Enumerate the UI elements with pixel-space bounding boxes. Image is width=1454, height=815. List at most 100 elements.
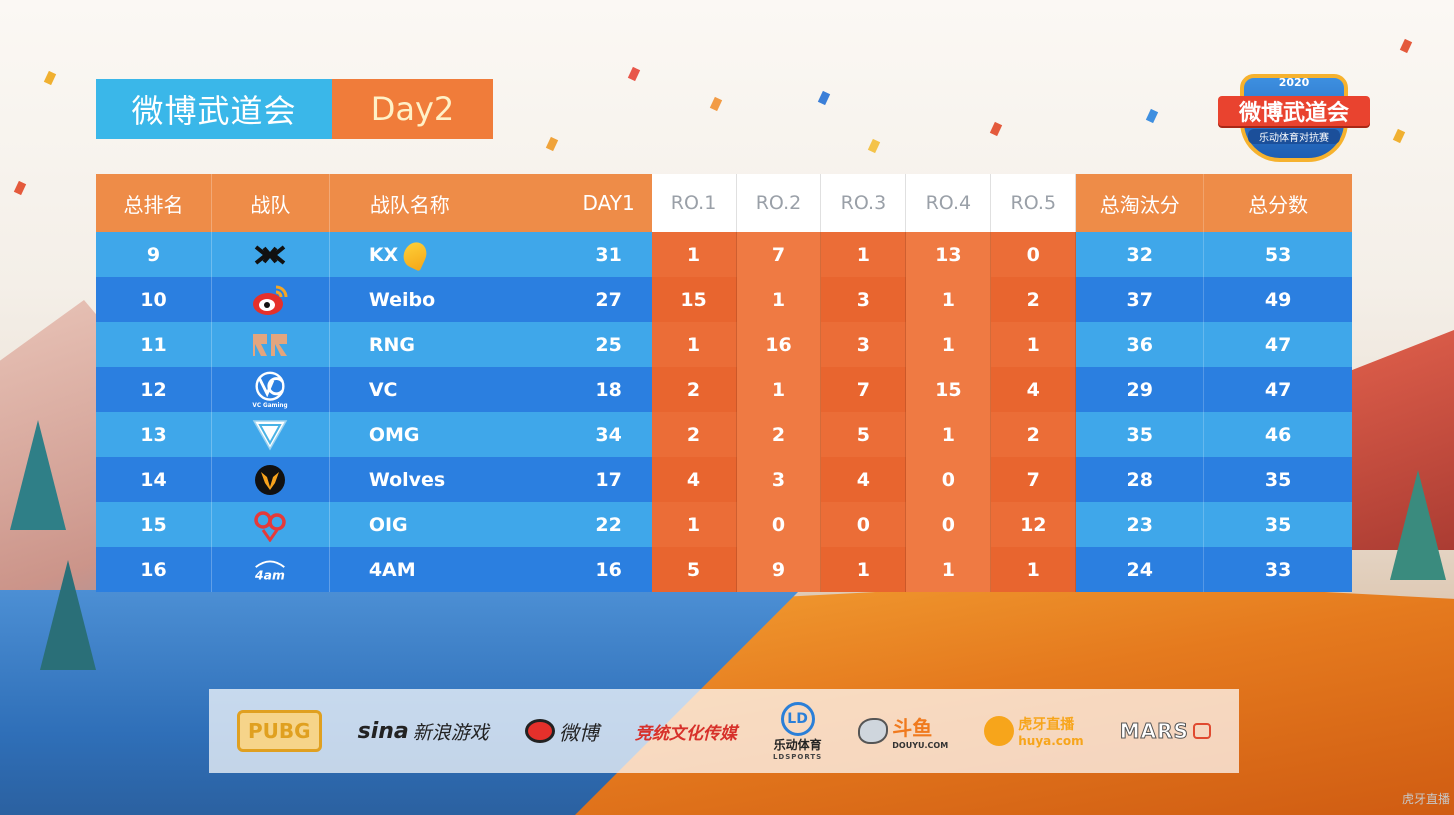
day1-cell: 31 (565, 232, 652, 277)
team-name: RNG (368, 333, 415, 356)
ro4-cell: 13 (906, 232, 992, 277)
kills-cell: 37 (1076, 277, 1205, 322)
kx-logo-icon (250, 238, 290, 272)
team-name-cell: Wolves (329, 457, 566, 502)
ldsports-text: 乐动体育 (773, 737, 822, 752)
table-header: 总排名 战队 战队名称 DAY1 RO.1 RO.2 RO.3 RO.4 RO.… (96, 174, 1353, 232)
ro4-cell: 1 (906, 277, 992, 322)
ro5-cell: 12 (991, 502, 1077, 547)
ro1-cell: 2 (651, 367, 737, 412)
douyu-text: 斗鱼 (892, 716, 933, 740)
oig-logo-icon (250, 508, 290, 542)
ldsports-en-text: LDSPORTS (772, 752, 823, 761)
ro5-cell: 2 (991, 277, 1077, 322)
ro2-cell: 9 (736, 547, 822, 592)
douyu-fish-icon (858, 718, 889, 744)
team-name-cell: VC (329, 367, 566, 412)
huya-logo: 虎牙直播 huya.com (984, 714, 1084, 748)
mars-text: MARS (1119, 719, 1189, 744)
mars-tv-icon (1192, 723, 1211, 739)
total-cell: 33 (1204, 547, 1353, 592)
ro5-cell: 7 (991, 457, 1077, 502)
ro5-cell: 1 (991, 547, 1077, 592)
total-cell: 53 (1204, 232, 1353, 277)
header-total: 总分数 (1204, 174, 1353, 232)
ro2-cell: 3 (736, 457, 822, 502)
ro4-cell: 0 (906, 457, 992, 502)
ro3-cell: 7 (821, 367, 907, 412)
ro2-cell: 16 (736, 322, 822, 367)
day1-cell: 22 (565, 502, 652, 547)
table-row: 15 OIG 22 1 0 0 0 12 23 35 (96, 502, 1353, 547)
huya-play-icon (984, 716, 1015, 746)
header-team: 战队 (210, 174, 330, 232)
day1-cell: 16 (565, 547, 652, 592)
event-title: 微博武道会 (96, 79, 332, 139)
team-name-cell: OMG (329, 412, 566, 457)
total-cell: 46 (1204, 412, 1353, 457)
team-logo-cell (210, 412, 330, 457)
total-cell: 47 (1204, 367, 1353, 412)
ro3-cell: 4 (821, 457, 907, 502)
sina-eye-icon: sina (357, 718, 409, 744)
table-row: 13 OMG 34 2 2 5 1 2 35 46 (96, 412, 1353, 457)
ro5-cell: 2 (991, 412, 1077, 457)
pubg-logo: PUBG (237, 710, 322, 752)
emblem-subtitle: 乐动体育对抗赛 (1248, 129, 1340, 144)
ro2-cell: 2 (736, 412, 822, 457)
team-name: Wolves (368, 468, 446, 491)
header-kills: 总淘汰分 (1076, 174, 1205, 232)
rank-cell: 12 (96, 367, 211, 412)
header-rank: 总排名 (96, 174, 211, 232)
kills-cell: 24 (1076, 547, 1205, 592)
team-logo-cell (210, 502, 330, 547)
total-cell: 35 (1204, 457, 1353, 502)
team-logo-cell (210, 457, 330, 502)
ro4-cell: 0 (906, 502, 992, 547)
kills-cell: 35 (1076, 412, 1205, 457)
ld-mark-icon: LD (780, 701, 815, 736)
team-name: 4AM (368, 558, 416, 581)
team-name: OIG (368, 513, 408, 536)
ro2-cell: 1 (736, 367, 822, 412)
pubg-logo-icon: PUBG (237, 710, 322, 752)
rank-cell: 11 (96, 322, 211, 367)
rank-cell: 14 (96, 457, 211, 502)
ro1-cell: 15 (651, 277, 737, 322)
svg-text:4am: 4am (254, 568, 285, 582)
ro2-cell: 0 (736, 502, 822, 547)
header-ro1: RO.1 (651, 174, 737, 232)
emblem-name: 微博武道会 (1218, 96, 1370, 126)
sina-games-text: 新浪游戏 (412, 721, 489, 744)
table-row: 12 VC Gaming VC 18 2 1 7 15 4 29 47 (96, 367, 1353, 412)
ro3-cell: 3 (821, 277, 907, 322)
ro4-cell: 1 (906, 412, 992, 457)
ro1-cell: 1 (651, 232, 737, 277)
rng-logo-icon (250, 328, 290, 362)
rank-cell: 10 (96, 277, 211, 322)
team-name-cell: 4AM (329, 547, 566, 592)
team-logo-cell: VC Gaming (210, 367, 330, 412)
team-name: KX (368, 243, 399, 266)
ro5-cell: 0 (991, 232, 1077, 277)
ro2-cell: 1 (736, 277, 822, 322)
ro5-cell: 1 (991, 322, 1077, 367)
day-label: Day2 (332, 79, 493, 139)
event-emblem: 2020 微博武道会 乐动体育对抗赛 (1218, 62, 1370, 162)
team-name-cell: KX (329, 232, 566, 277)
kills-cell: 29 (1076, 367, 1205, 412)
team-name: Weibo (368, 288, 436, 311)
jingtong-text: 竞统文化传媒 (634, 723, 737, 744)
header-day1: DAY1 (565, 174, 652, 232)
day1-cell: 27 (565, 277, 652, 322)
table-row: 10 Weibo 27 15 1 3 1 2 37 49 (96, 277, 1353, 322)
omg-logo-icon (250, 418, 290, 452)
douyu-en-text: DOUYU.COM (892, 741, 949, 750)
ro5-cell: 4 (991, 367, 1077, 412)
rank-cell: 16 (96, 547, 211, 592)
total-cell: 35 (1204, 502, 1353, 547)
ro1-cell: 1 (651, 502, 737, 547)
ro4-cell: 1 (906, 547, 992, 592)
team-logo-cell (210, 322, 330, 367)
ro2-cell: 7 (736, 232, 822, 277)
